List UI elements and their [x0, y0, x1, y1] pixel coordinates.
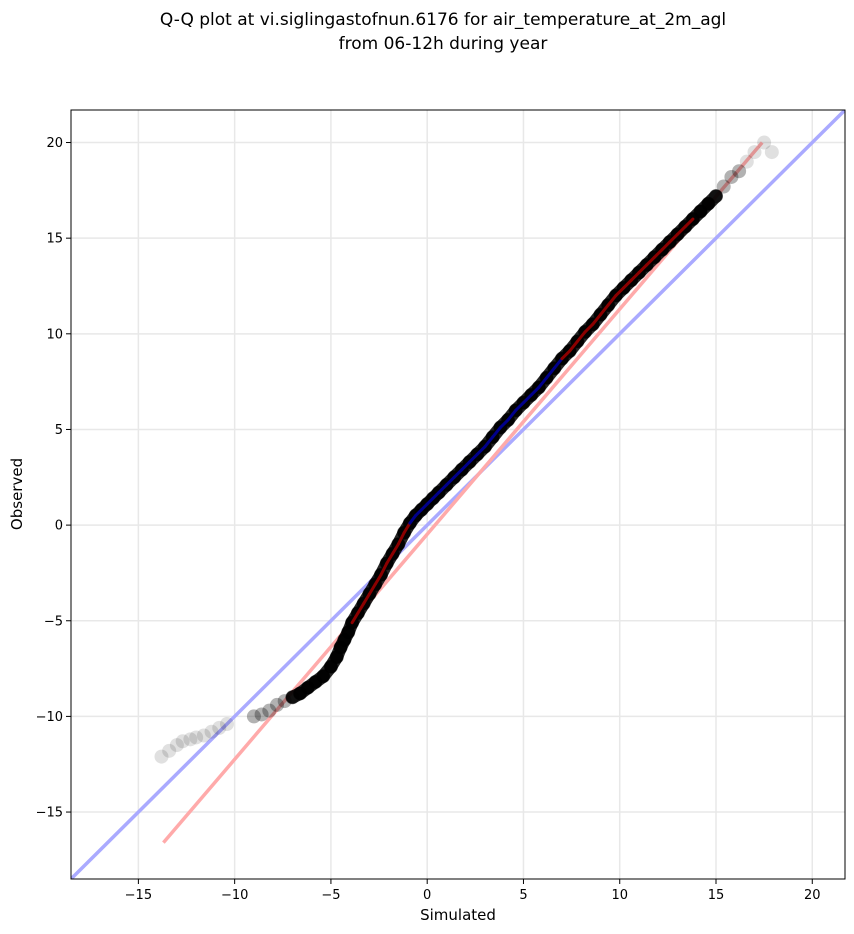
qq-region-segment-69 [652, 248, 664, 259]
qq-region-segment-36 [408, 514, 418, 525]
qq-region-segment-35 [402, 521, 412, 535]
y-tick-label-1: −10 [36, 710, 63, 725]
qq-point-78 [724, 169, 739, 184]
y-tick-label-0: −15 [36, 806, 63, 821]
qq-region-segment-33 [391, 542, 400, 556]
qq-region-segment-55 [545, 366, 556, 380]
fit-line [162, 141, 764, 844]
qq-region-segment-26 [350, 611, 360, 625]
qq-region-segment-47 [483, 435, 495, 449]
qq-point-11 [254, 707, 269, 722]
chart-title-line-1: Q-Q plot at vi.siglingastofnun.6176 for … [160, 10, 726, 30]
y-axis-label: Observed [8, 458, 26, 530]
qq-point-83 [764, 145, 779, 160]
qq-region-segment-32 [385, 552, 395, 565]
qq-region-segment-50 [506, 408, 518, 422]
grid-lines [71, 110, 845, 879]
identity-line [71, 110, 845, 879]
qq-point-82 [757, 135, 772, 150]
qq-region-segment-56 [552, 357, 564, 370]
qq-point-10 [246, 709, 261, 724]
qq-point-0 [154, 749, 169, 764]
axis-ticks: −15 −10 −5 0 5 10 15 20 −15 −10 −5 0 5 10 15 20 [36, 136, 821, 903]
qq-region-segment-62 [598, 303, 610, 317]
qq-region-segment-49 [498, 418, 510, 430]
qq-point-79 [732, 164, 747, 179]
qq-point-6 [196, 728, 211, 743]
y-tick-label-5: 10 [46, 327, 63, 342]
qq-region-segment-57 [560, 349, 572, 361]
qq-point-12 [262, 703, 277, 718]
qq-point-9 [219, 717, 234, 732]
qq-region-segment-73 [683, 217, 695, 229]
qq-region-segment-61 [591, 313, 602, 326]
chart-title-line-2: from 06-12h during year [339, 34, 548, 54]
y-tick-label-4: 5 [55, 423, 63, 438]
x-tick-label-5: 10 [611, 888, 628, 903]
qq-region-segment-70 [660, 240, 672, 252]
qq-region-segment-65 [622, 278, 633, 290]
y-tick-label-7: 20 [46, 136, 63, 151]
y-tick-label-2: −5 [44, 614, 63, 629]
qq-region-segment-51 [514, 401, 525, 412]
qq-point-8 [212, 720, 227, 735]
plot-frame [70, 109, 846, 880]
qq-point-5 [189, 730, 204, 745]
qq-region-segment-64 [614, 286, 626, 298]
qq-region-segment-60 [583, 322, 595, 334]
x-axis-label: Simulated [420, 906, 496, 924]
qq-region-segment-48 [491, 426, 502, 439]
qq-region-segment-67 [637, 263, 649, 275]
qq-region-segment-30 [373, 573, 383, 586]
qq-point-2 [169, 738, 184, 753]
qq-core-segment-76 [701, 189, 723, 211]
qq-region-segment-46 [475, 445, 487, 456]
qq-region-segment-41 [437, 483, 448, 495]
x-tick-label-3: 0 [423, 888, 431, 903]
qq-region-segment-45 [468, 452, 479, 464]
x-tick-label-7: 20 [804, 888, 821, 903]
qq-region-segment-27 [356, 602, 366, 615]
qq-region-segment-29 [367, 582, 377, 596]
x-tick-label-6: 15 [708, 888, 725, 903]
qq-region-segment-66 [629, 271, 641, 282]
y-tick-label-3: 0 [55, 519, 63, 534]
qq-region-segment-31 [379, 561, 389, 577]
qq-region-segment-42 [444, 475, 456, 487]
qq-region-segment-71 [668, 232, 679, 244]
x-tick-label-1: −10 [221, 888, 248, 903]
qq-region-segment-43 [452, 468, 464, 479]
qq-region-segment-28 [362, 592, 371, 606]
qq-region-segment-63 [606, 294, 618, 307]
qq-region-segment-34 [396, 531, 406, 546]
x-tick-label-0: −15 [125, 888, 152, 903]
x-tick-label-2: −5 [321, 888, 340, 903]
qq-point-7 [204, 724, 219, 739]
qq-region-segment-59 [575, 330, 587, 343]
qq-point-80 [739, 154, 754, 169]
y-tick-label-6: 15 [46, 232, 63, 247]
qq-point-4 [183, 732, 198, 747]
qq-region-segment-52 [521, 393, 533, 405]
plot-area [71, 110, 845, 879]
qq-region-segment-53 [529, 385, 541, 397]
qq-point-1 [162, 743, 177, 758]
qq-region-segment-44 [460, 460, 472, 472]
qq-region-segment-68 [645, 255, 656, 267]
qq-region-segment-72 [675, 225, 687, 236]
qq-point-81 [747, 145, 762, 160]
qq-point-77 [716, 179, 731, 194]
qq-region-segment-58 [568, 339, 579, 353]
qq-region-segment-54 [537, 376, 549, 389]
x-tick-label-4: 5 [519, 888, 527, 903]
qq-point-13 [270, 697, 285, 712]
qq-point-3 [175, 734, 190, 749]
